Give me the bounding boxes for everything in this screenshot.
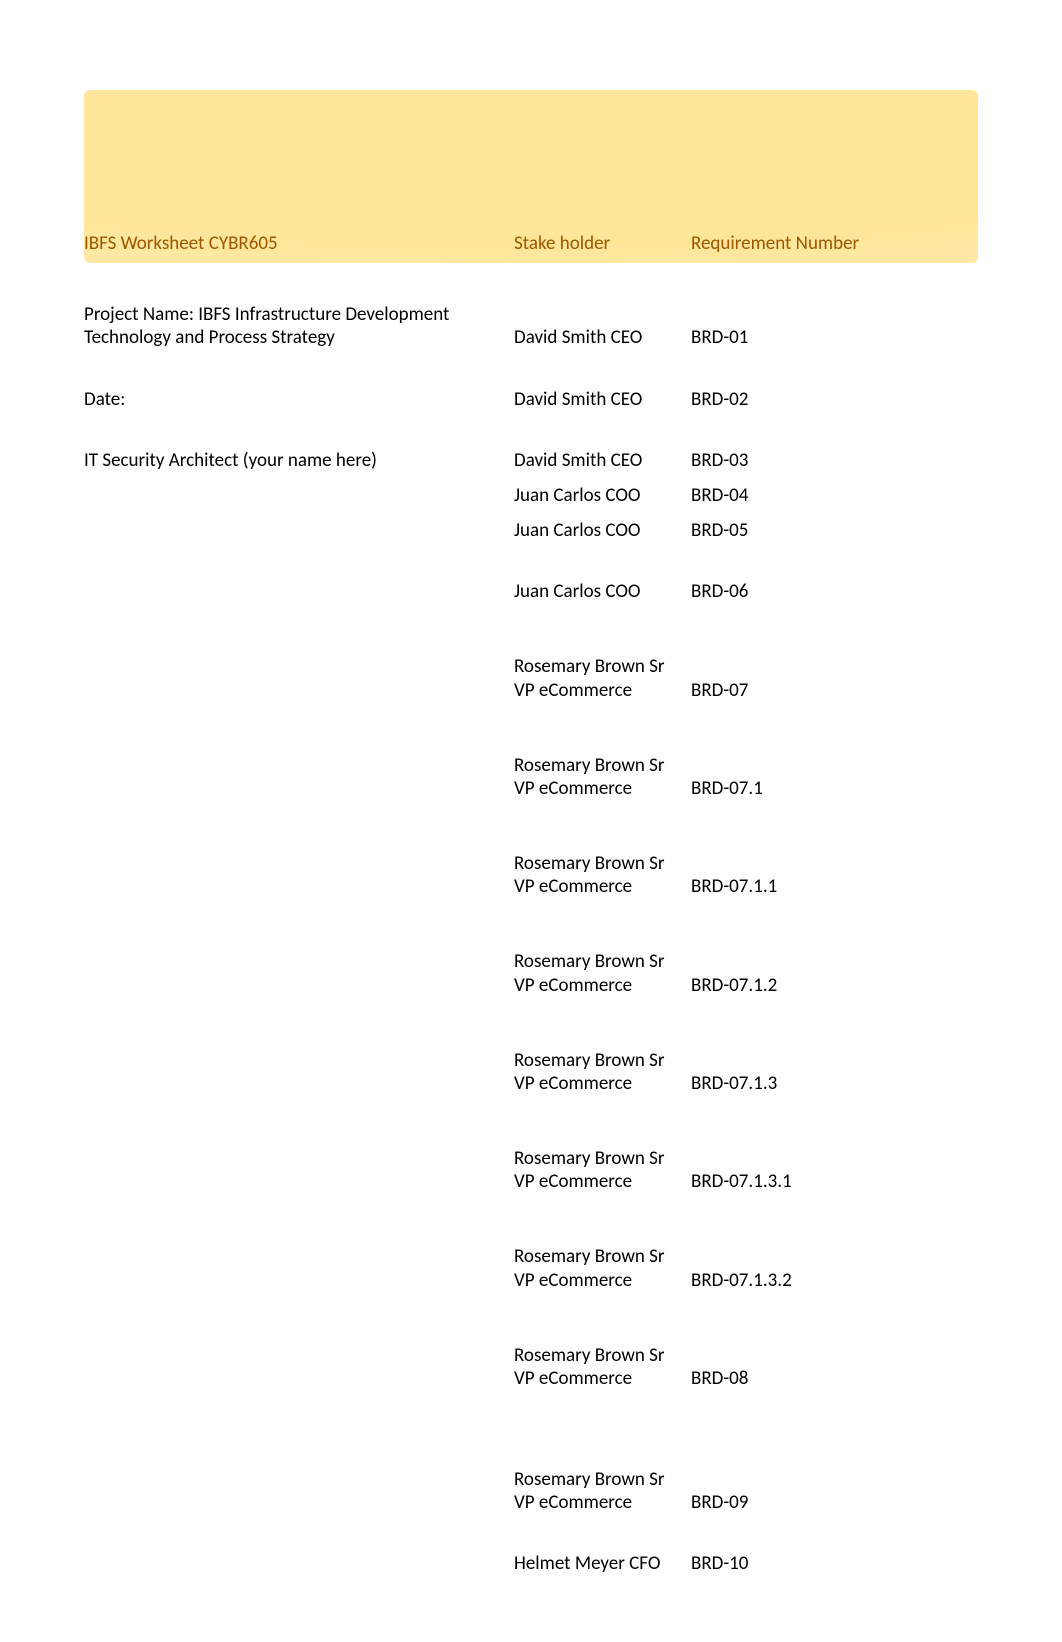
- col-requirement-number: BRD-04: [691, 484, 861, 507]
- table-row: Rosemary Brown Sr VP eCommerceBRD-07.1.1: [84, 846, 978, 904]
- col-requirement-number: BRD-07.1.3.1: [691, 1170, 861, 1193]
- col-requirement-number: BRD-02: [691, 388, 861, 411]
- col-stakeholder: Rosemary Brown Sr VP eCommerce: [514, 1147, 691, 1193]
- col-stakeholder: Helmet Meyer CFO: [514, 1552, 691, 1575]
- table-row: Rosemary Brown Sr VP eCommerceBRD-09: [84, 1462, 978, 1520]
- table-row: Juan Carlos COOBRD-05: [84, 513, 978, 548]
- row-gap: [84, 417, 978, 443]
- col-requirement-number: BRD-07.1.3.2: [691, 1269, 861, 1292]
- col-requirement-number: BRD-07.1.1: [691, 875, 861, 898]
- table-row: Rosemary Brown Sr VP eCommerceBRD-07.1: [84, 748, 978, 806]
- table-row: Rosemary Brown Sr VP eCommerceBRD-07: [84, 649, 978, 707]
- col-stakeholder: David Smith CEO: [514, 449, 691, 472]
- table-row: Juan Carlos COOBRD-06: [84, 574, 978, 609]
- table-row: Helmet Meyer CFOBRD-10: [84, 1546, 978, 1581]
- row-gap: [84, 548, 978, 574]
- table-row: Rosemary Brown Sr VP eCommerceBRD-07.1.3…: [84, 1141, 978, 1199]
- col-requirement-number: BRD-07.1.2: [691, 974, 861, 997]
- col-left-text: Project Name: IBFS Infrastructure Develo…: [84, 303, 514, 349]
- row-gap: [84, 1101, 978, 1141]
- row-gap: [84, 806, 978, 846]
- col-stakeholder: David Smith CEO: [514, 388, 691, 411]
- col-requirement-number: BRD-01: [691, 326, 861, 349]
- col-stakeholder: Rosemary Brown Sr VP eCommerce: [514, 754, 691, 800]
- col-requirement-number: BRD-07.1: [691, 777, 861, 800]
- col-requirement-number: BRD-07: [691, 679, 861, 702]
- col-stakeholder: Rosemary Brown Sr VP eCommerce: [514, 655, 691, 701]
- col-requirement-number: BRD-10: [691, 1552, 861, 1575]
- table-row: Rosemary Brown Sr VP eCommerceBRD-07.1.3…: [84, 1239, 978, 1297]
- col-requirement-number: BRD-03: [691, 449, 861, 472]
- table-row: Project Name: IBFS Infrastructure Develo…: [84, 297, 978, 355]
- col-requirement-number: BRD-05: [691, 519, 861, 542]
- col-requirement-number: BRD-08: [691, 1367, 861, 1390]
- table-row: Date:David Smith CEOBRD-02: [84, 382, 978, 417]
- col-requirement-number: BRD-07.1.3: [691, 1072, 861, 1095]
- row-gap: [84, 1396, 978, 1436]
- row-gap: [84, 1003, 978, 1043]
- row-gap: [84, 1436, 978, 1462]
- table-row: Rosemary Brown Sr VP eCommerceBRD-08: [84, 1338, 978, 1396]
- col-left-text: IT Security Architect (your name here): [84, 449, 514, 472]
- col-stakeholder: Rosemary Brown Sr VP eCommerce: [514, 1468, 691, 1514]
- header-band: IBFS Worksheet CYBR605 Stake holder Requ…: [84, 90, 978, 263]
- col-stakeholder: Juan Carlos COO: [514, 519, 691, 542]
- col-stakeholder: David Smith CEO: [514, 326, 691, 349]
- header-row: IBFS Worksheet CYBR605 Stake holder Requ…: [84, 220, 978, 255]
- col-stakeholder: Rosemary Brown Sr VP eCommerce: [514, 1049, 691, 1095]
- row-gap: [84, 708, 978, 748]
- row-gap: [84, 904, 978, 944]
- table-row: IT Security Architect (your name here)Da…: [84, 443, 978, 478]
- col-stakeholder: Juan Carlos COO: [514, 580, 691, 603]
- table-body: Project Name: IBFS Infrastructure Develo…: [84, 297, 978, 1581]
- table-row: Rosemary Brown Sr VP eCommerceBRD-07.1.2: [84, 944, 978, 1002]
- col-stakeholder: Juan Carlos COO: [514, 484, 691, 507]
- col-stakeholder: Rosemary Brown Sr VP eCommerce: [514, 1245, 691, 1291]
- header-requirement-label: Requirement Number: [691, 232, 861, 255]
- row-gap: [84, 1520, 978, 1546]
- row-gap: [84, 1298, 978, 1338]
- col-requirement-number: BRD-06: [691, 580, 861, 603]
- col-stakeholder: Rosemary Brown Sr VP eCommerce: [514, 950, 691, 996]
- col-left-text: Date:: [84, 388, 514, 411]
- document-page: IBFS Worksheet CYBR605 Stake holder Requ…: [0, 0, 1062, 1642]
- table-row: Juan Carlos COOBRD-04: [84, 478, 978, 513]
- col-stakeholder: Rosemary Brown Sr VP eCommerce: [514, 852, 691, 898]
- table-row: Rosemary Brown Sr VP eCommerceBRD-07.1.3: [84, 1043, 978, 1101]
- row-gap: [84, 609, 978, 649]
- row-gap: [84, 356, 978, 382]
- header-stakeholder-label: Stake holder: [514, 220, 691, 255]
- row-gap: [84, 1199, 978, 1239]
- col-requirement-number: BRD-09: [691, 1491, 861, 1514]
- col-stakeholder: Rosemary Brown Sr VP eCommerce: [514, 1344, 691, 1390]
- header-title: IBFS Worksheet CYBR605: [84, 220, 514, 255]
